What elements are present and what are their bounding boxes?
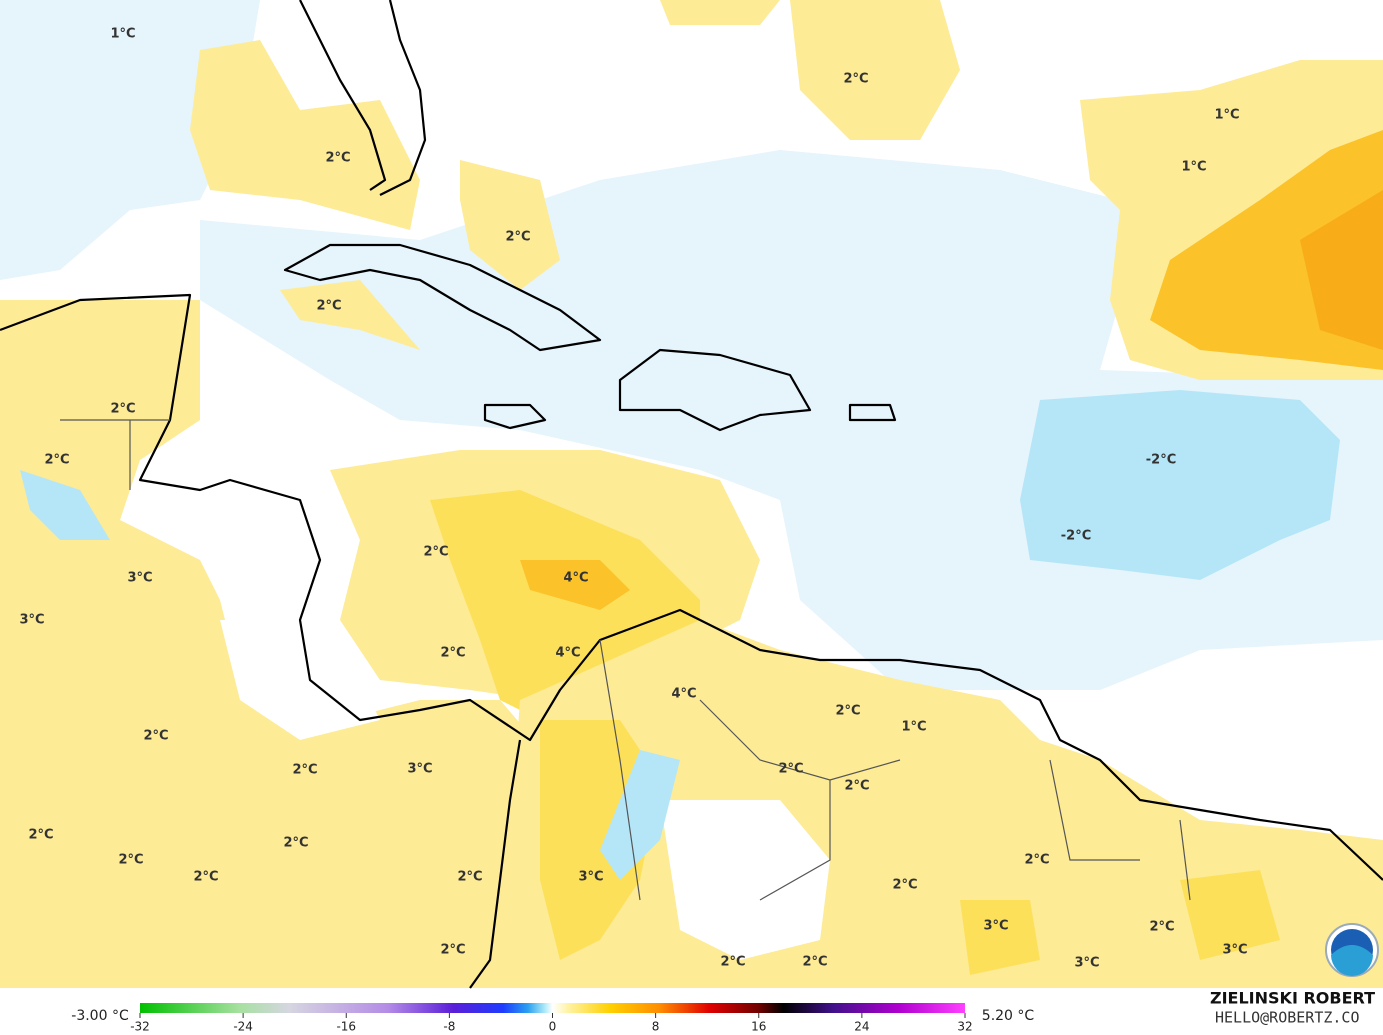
contour-label: 2°C [44, 453, 69, 468]
contour-label: -2°C [1146, 453, 1176, 468]
colorbar-tick-label: -24 [233, 1020, 253, 1034]
contour-label: 2°C [778, 762, 803, 777]
contour-label: 2°C [1149, 920, 1174, 935]
contour-label: 2°C [505, 230, 530, 245]
contour-label: 2°C [892, 878, 917, 893]
contour-labels: 1°C 2°C 1°C 2°C 1°C 2°C 2°C 2°C -2°C 2°C -2°C 2°C 4°… [19, 27, 1247, 971]
contour-label: 2°C [118, 853, 143, 868]
noaa-logo [1325, 923, 1379, 977]
borders [60, 419, 1191, 901]
contour-label: 2°C [457, 870, 482, 885]
colorbar-min: -3.00 °C [71, 1008, 129, 1024]
contour-label: 4°C [563, 571, 588, 586]
contour-label: 4°C [555, 646, 580, 661]
contour-label: 2°C [110, 402, 135, 417]
contour-label: 2°C [292, 763, 317, 778]
colorbar [140, 1003, 965, 1013]
contour-label: 2°C [1024, 853, 1049, 868]
contour-label: 2°C [843, 72, 868, 87]
contour-label: 3°C [1222, 943, 1247, 958]
colorbar-tick-label: 0 [549, 1020, 557, 1034]
contour-label: 1°C [110, 27, 135, 42]
contour-label: 2°C [440, 943, 465, 958]
colorbar-tick-label: 8 [652, 1020, 660, 1034]
colorbar-ticks: -32 -24 -16 -8 0 8 16 24 32 [130, 1013, 973, 1034]
contour-label: 1°C [1214, 108, 1239, 123]
credit-email: HELLO@ROBERTZ.CO [1215, 1009, 1360, 1027]
colorbar-tick-label: 24 [854, 1020, 869, 1034]
contour-label: 2°C [802, 955, 827, 970]
contour-label: 3°C [127, 571, 152, 586]
contour-label: 3°C [578, 870, 603, 885]
colorbar-tick-label: -32 [130, 1020, 150, 1034]
contour-label: 2°C [440, 646, 465, 661]
contour-label: 1°C [1181, 160, 1206, 175]
colorbar-tick-label: 32 [957, 1020, 972, 1034]
contour-label: 2°C [28, 828, 53, 843]
contour-label: 3°C [1074, 956, 1099, 971]
contour-label: 2°C [844, 779, 869, 794]
credit-name: ZIELINSKI ROBERT [1210, 989, 1375, 1008]
contour-label: 1°C [901, 720, 926, 735]
contour-label: 2°C [193, 870, 218, 885]
contour-label: 3°C [983, 919, 1008, 934]
contour-label: 3°C [19, 613, 44, 628]
contour-label: 2°C [835, 704, 860, 719]
colorbar-tick-label: -16 [336, 1020, 356, 1034]
contour-label: -2°C [1061, 529, 1091, 544]
contour-label: 2°C [423, 545, 448, 560]
contour-label: 2°C [325, 151, 350, 166]
colorbar-tick-label: -8 [443, 1020, 455, 1034]
coastlines [0, 0, 1383, 989]
contour-label: 2°C [143, 729, 168, 744]
contour-label: 3°C [407, 762, 432, 777]
contour-label: 4°C [671, 687, 696, 702]
contour-label: 2°C [316, 299, 341, 314]
colorbar-tick-label: 16 [751, 1020, 766, 1034]
colorbar-max: 5.20 °C [982, 1008, 1035, 1024]
contour-label: 2°C [283, 836, 308, 851]
shading [0, 0, 1383, 988]
contour-label: 2°C [720, 955, 745, 970]
